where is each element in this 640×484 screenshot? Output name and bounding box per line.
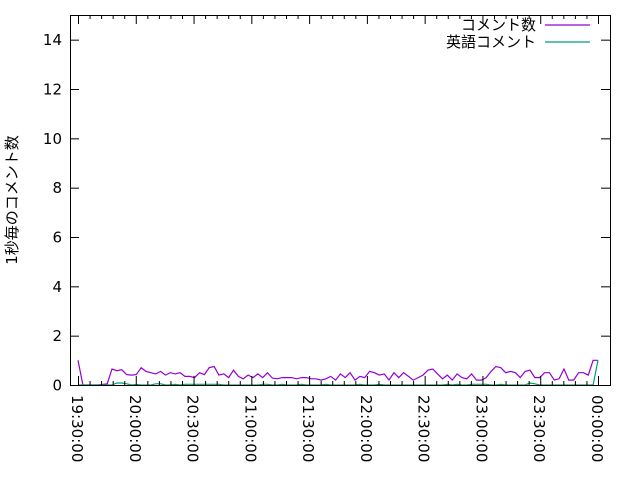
x-tick-label: 22:30:00 bbox=[415, 395, 433, 462]
y-tick-label: 14 bbox=[43, 31, 62, 49]
x-tick-label: 20:00:00 bbox=[126, 395, 144, 462]
y-tick-label: 12 bbox=[43, 81, 62, 99]
axis-ticks: 0 2 4 6 8 10 12 14 19:30:00 20:00:00 20:30:00 21:00… bbox=[43, 15, 610, 462]
y-tick-label: 8 bbox=[52, 179, 62, 197]
y-tick-label: 4 bbox=[52, 278, 62, 296]
y-axis-label: 1秒毎のコメント数 bbox=[3, 135, 21, 265]
series-layer bbox=[77, 359, 599, 386]
x-tick-label: 23:00:00 bbox=[472, 395, 490, 462]
y-tick-label: 10 bbox=[43, 130, 62, 148]
x-tick-label: 19:30:00 bbox=[68, 395, 86, 462]
series-line-1 bbox=[78, 360, 599, 386]
y-tick-label: 6 bbox=[52, 229, 62, 247]
x-tick-label: 23:30:00 bbox=[530, 395, 548, 462]
y-tick-label: 0 bbox=[52, 377, 62, 395]
x-tick-label: 21:30:00 bbox=[299, 395, 317, 462]
legend-label-1: 英語コメント bbox=[446, 33, 536, 51]
x-tick-label: 21:00:00 bbox=[241, 395, 259, 462]
legend: コメント数 英語コメント bbox=[446, 16, 590, 51]
x-tick-label: 22:00:00 bbox=[357, 395, 375, 462]
x-tick-label: 20:30:00 bbox=[184, 395, 202, 462]
x-tick-label: 00:00:00 bbox=[588, 395, 606, 462]
y-tick-label: 2 bbox=[52, 327, 62, 345]
plot-border bbox=[70, 15, 611, 386]
series-line-0 bbox=[77, 359, 598, 386]
legend-label-0: コメント数 bbox=[461, 16, 536, 34]
